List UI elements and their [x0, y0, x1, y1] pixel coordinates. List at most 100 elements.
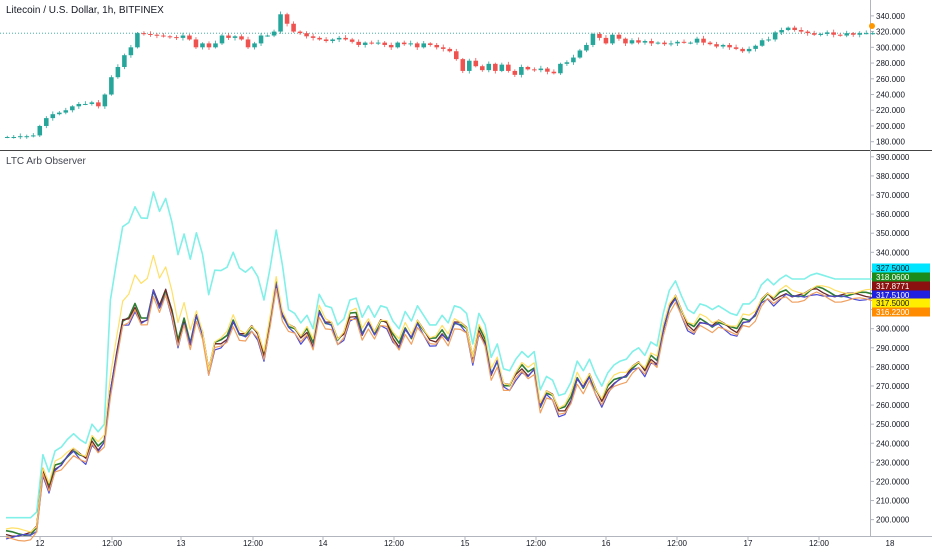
candle-body	[857, 33, 863, 35]
indicator-tick-label: 370.0000	[876, 191, 910, 200]
candle-body	[161, 35, 166, 37]
series-value-badge	[872, 263, 930, 273]
price-tick-label: 300.000	[876, 43, 905, 52]
indicator-tick-label: 260.0000	[876, 401, 910, 410]
candle-body	[63, 110, 69, 113]
candle-body	[148, 33, 153, 35]
candle-body	[727, 44, 732, 48]
indicator-tick-label: 220.0000	[876, 477, 910, 486]
candle-body	[447, 48, 453, 52]
indicator-tick-label: 360.0000	[876, 210, 910, 219]
series-line	[5, 288, 873, 542]
indicator-tick-label: 210.0000	[876, 497, 910, 506]
candle-body	[636, 40, 641, 43]
candle-body	[154, 34, 160, 36]
candle-body	[174, 37, 179, 39]
candle-body	[610, 34, 615, 44]
time-tick-label: 12:00	[526, 539, 547, 548]
candle-body	[701, 38, 706, 43]
series-value-badge	[872, 281, 930, 291]
candle-body	[870, 33, 876, 35]
candle-body	[239, 36, 244, 40]
candle-body	[785, 27, 791, 31]
time-tick-label: 13	[177, 539, 186, 548]
candle-body	[694, 38, 700, 43]
candle-body	[382, 42, 387, 45]
candle-body	[427, 43, 433, 45]
candle-body	[31, 135, 36, 137]
time-tick-label: 12:00	[384, 539, 405, 548]
candle-body	[4, 136, 10, 138]
candle-body	[11, 136, 17, 138]
indicator-tick-label: 250.0000	[876, 420, 910, 429]
candle-body	[798, 30, 804, 32]
candle-body	[688, 42, 693, 44]
candle-body	[453, 51, 459, 60]
candle-body	[375, 42, 381, 44]
candle-body	[779, 30, 784, 33]
candle-body	[343, 37, 348, 40]
indicator-tick-label: 200.0000	[876, 516, 910, 525]
price-tick-label: 340.000	[876, 12, 905, 21]
candle-body	[811, 33, 817, 35]
candle-body	[493, 63, 498, 71]
time-tick-label: 12:00	[809, 539, 830, 548]
candle-body	[805, 31, 810, 34]
candle-body	[746, 48, 752, 52]
candle-body	[681, 41, 687, 43]
candle-body	[837, 34, 843, 36]
time-tick-label: 12	[36, 539, 45, 548]
candle-body	[44, 118, 49, 126]
time-tick-label: 15	[461, 539, 470, 548]
candle-body	[844, 33, 849, 36]
candle-body	[506, 64, 511, 71]
time-tick-label: 16	[602, 539, 611, 548]
candle-body	[597, 33, 602, 38]
candle-body	[707, 42, 713, 45]
candle-body	[310, 36, 316, 38]
candle-body	[551, 71, 557, 74]
candle-body	[675, 41, 680, 44]
candle-body	[545, 68, 550, 72]
candle-body	[720, 44, 726, 47]
candle-body	[278, 14, 283, 32]
candle-body	[232, 36, 238, 38]
candle-body	[668, 43, 674, 45]
candle-body	[558, 63, 563, 74]
candle-body	[167, 36, 173, 38]
indicator-tick-label: 270.0000	[876, 382, 910, 391]
price-tick-label: 220.000	[876, 106, 905, 115]
price-tick-label: 280.000	[876, 59, 905, 68]
price-tick-label: 320.000	[876, 28, 905, 37]
candle-body	[304, 33, 309, 37]
candle-body	[76, 103, 82, 107]
candle-body	[258, 35, 264, 44]
candle-body	[525, 66, 531, 70]
candle-body	[850, 33, 856, 35]
candle-body	[532, 69, 537, 71]
candle-body	[655, 42, 661, 44]
candle-body	[499, 64, 505, 71]
candle-body	[200, 43, 205, 48]
time-tick-label: 17	[744, 539, 753, 548]
candle-body	[831, 32, 836, 35]
candle-body	[792, 27, 797, 31]
indicator-tick-label: 390.0000	[876, 153, 910, 162]
candle-body	[642, 41, 648, 43]
candle-body	[564, 62, 570, 64]
time-tick-label: 12:00	[667, 539, 688, 548]
candle-body	[356, 41, 361, 45]
candle-body	[336, 37, 342, 40]
candle-body	[480, 66, 485, 71]
candle-body	[818, 33, 823, 35]
indicator-title: LTC Arb Observer	[6, 156, 86, 167]
candle-body	[362, 42, 368, 45]
series-value-badge	[872, 298, 930, 308]
indicator-tick-label: 240.0000	[876, 439, 910, 448]
price-tick-label: 180.000	[876, 138, 905, 147]
candle-body	[291, 23, 296, 32]
price-tick-label: 200.000	[876, 122, 905, 131]
candle-body	[401, 42, 407, 45]
